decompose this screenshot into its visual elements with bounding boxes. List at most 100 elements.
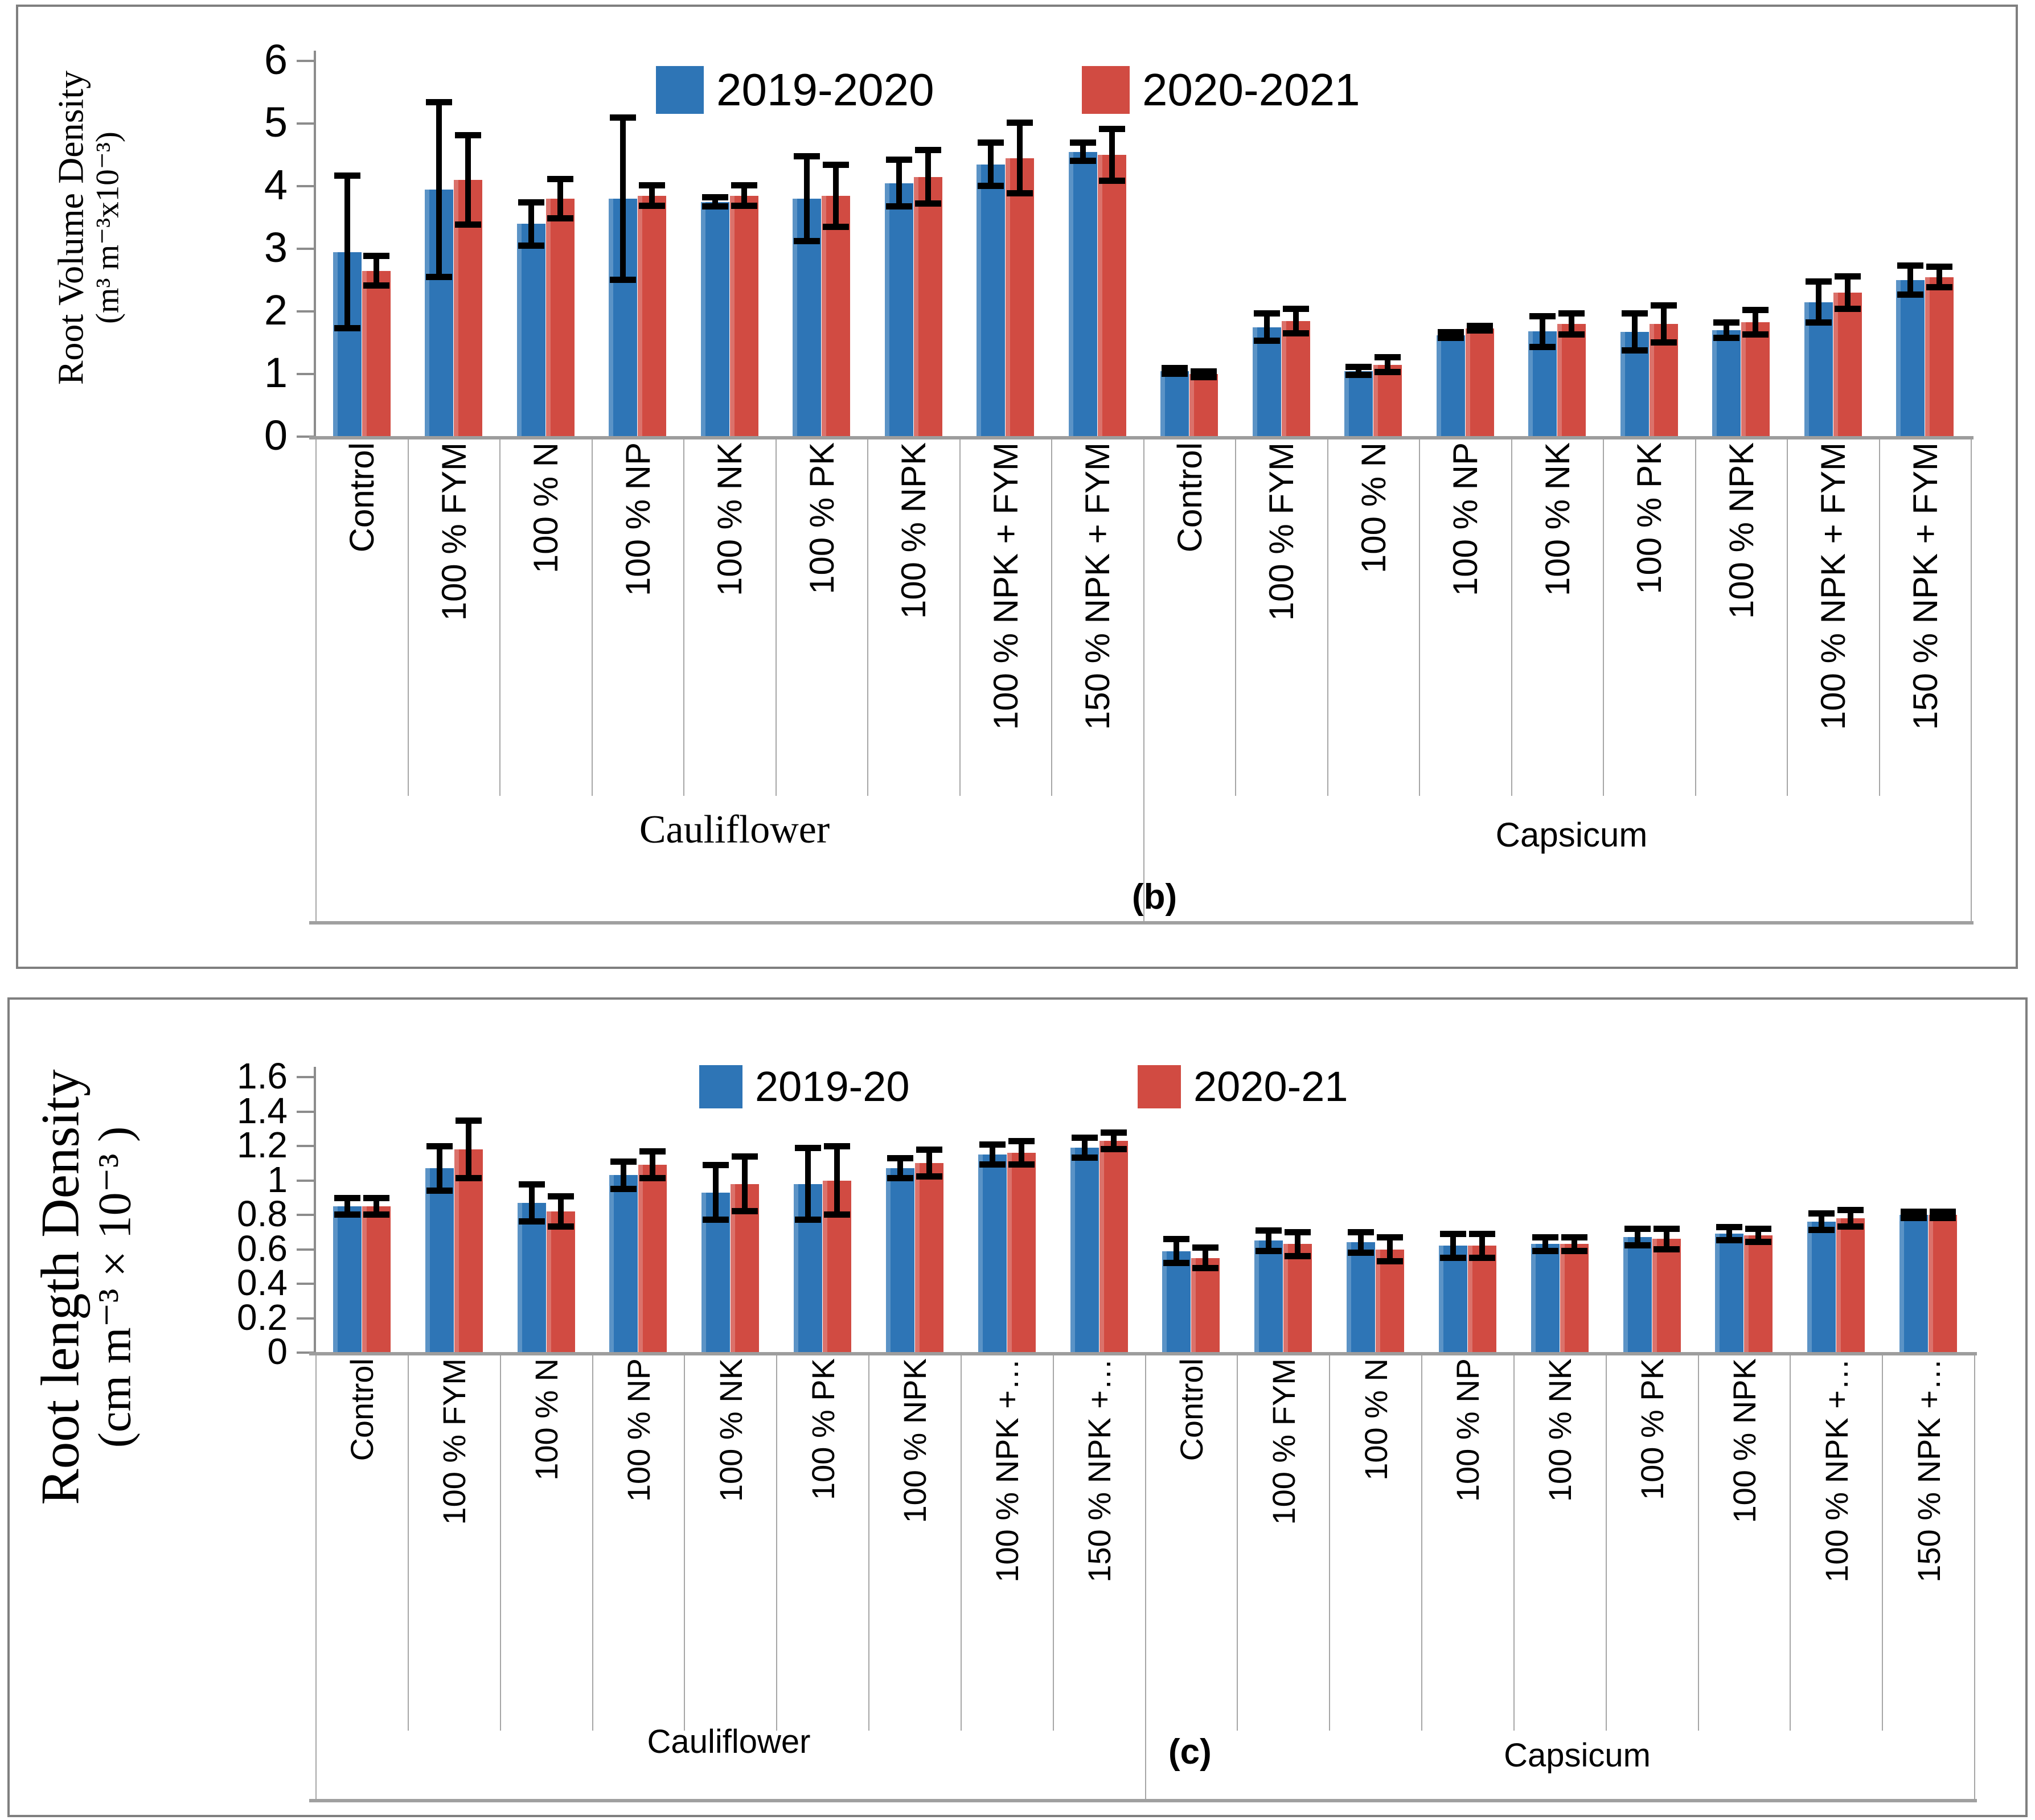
category-separator (1329, 1353, 1331, 1731)
error-bar-cap-top (1098, 125, 1125, 132)
error-bar-cap-bottom (334, 324, 360, 331)
category-label-text: Control (1173, 1358, 1209, 1461)
legend-label: 2019-20 (755, 1063, 910, 1110)
category-label-text: 100 % NPK (1726, 1358, 1762, 1523)
error-bar-cap-bottom (1561, 1247, 1587, 1254)
bar-2019-20-100 % N (1347, 1242, 1376, 1353)
error-bar-cap-top (1100, 1129, 1127, 1136)
category-label-text: Control (1170, 442, 1209, 553)
bar-2019-20-100 % FYM (425, 1168, 454, 1353)
category-label: 150 % NPK + FYM (1880, 442, 1972, 790)
bar-2020-21-100 % NP (1467, 1246, 1496, 1353)
error-bar-cap-bottom (1805, 319, 1832, 326)
x-axis-baseline (309, 436, 1974, 439)
error-bar-cap-top (1437, 329, 1464, 336)
error-bar-cap-bottom (1069, 158, 1096, 164)
error-bar-line (1571, 1237, 1577, 1251)
error-bar-cap-top (426, 1143, 453, 1149)
error-bar-line (373, 256, 379, 286)
category-label: 100 % FYM (408, 442, 500, 790)
bar-2019-20-100 % N (517, 1202, 546, 1353)
y-tick (297, 1076, 314, 1078)
error-bar-cap-top (1282, 305, 1309, 312)
error-bar-cap-top (1926, 263, 1953, 270)
error-bar-cap-bottom (1897, 291, 1924, 298)
category-label: 100 % PK (776, 442, 868, 790)
error-bar-line (650, 1151, 656, 1179)
error-bar-cap-bottom (1375, 368, 1401, 375)
error-bar-cap-top (1621, 310, 1648, 317)
error-bar-line (1081, 1137, 1088, 1158)
error-bar-cap-bottom (455, 1175, 482, 1182)
error-bar-cap-top (610, 114, 637, 121)
category-separator (1052, 1353, 1054, 1731)
category-label: 100 % NK (684, 442, 776, 790)
y-axis-title-line2: (m³ m⁻³x10⁻³) (89, 132, 126, 324)
error-bar-line (1203, 1247, 1209, 1268)
panel-c-border (7, 997, 2028, 1817)
category-label: 100 % NPK (1698, 1358, 1791, 1725)
error-bar-cap-top (1624, 1226, 1651, 1232)
error-bar-line (1263, 313, 1270, 341)
category-separator (315, 1353, 317, 1731)
error-bar-line (344, 1197, 350, 1215)
error-bar-line (1295, 1232, 1301, 1256)
bar-2019-2020-100 % NPK (884, 183, 913, 437)
error-bar-line (1110, 1132, 1117, 1150)
category-label-text: 100 % NP (618, 442, 657, 597)
category-separator (1051, 437, 1052, 796)
category-separator (1419, 437, 1420, 796)
error-bar-line (1569, 313, 1575, 335)
legend-entry-2020-21: 2020-21 (1138, 1062, 1348, 1111)
bar-2020-21-150 % NPK +… (1929, 1215, 1958, 1353)
y-tick (297, 185, 314, 187)
error-bar-line (557, 1195, 564, 1227)
error-bar-cap-bottom (1377, 1258, 1404, 1264)
category-label-text: 100 % N (527, 442, 565, 574)
error-bar-line (1726, 1227, 1733, 1241)
bar-2019-20-Control (1162, 1251, 1191, 1353)
error-bar-cap-bottom (1901, 1215, 1927, 1222)
bar-2020-21-150 % NPK +… (1099, 1140, 1128, 1353)
error-bar-line (712, 196, 718, 207)
category-separator (868, 1353, 869, 1731)
bar-2020-21-100 % NPK +… (1007, 1153, 1036, 1353)
bar-2020-2021-100 % PK (822, 195, 851, 437)
category-label-text: 100 % FYM (1265, 1358, 1302, 1525)
category-label: 150 % NPK + FYM (1052, 442, 1144, 790)
bar-2020-21-100 % FYM (1283, 1244, 1312, 1353)
error-bar-cap-top (363, 1194, 389, 1201)
error-bar-cap-top (518, 1181, 545, 1188)
y-tick (297, 1317, 314, 1320)
error-bar-line (1479, 1234, 1485, 1258)
bar-2020-2021-100 % NPK (1741, 322, 1770, 437)
error-bar-cap-bottom (1926, 284, 1953, 291)
error-bar-line (834, 1146, 840, 1215)
panel-letter-c: (c) (1168, 1732, 1212, 1772)
error-bar-cap-bottom (1621, 347, 1648, 354)
error-bar-line (1819, 1213, 1825, 1231)
error-bar-line (1634, 1229, 1640, 1246)
error-bar-cap-bottom (979, 1161, 1006, 1168)
error-bar-line (1940, 1211, 1946, 1219)
category-label: 100 % N (1330, 1358, 1422, 1725)
error-bar-line (1911, 1211, 1917, 1219)
bar-2019-20-100 % NP (609, 1175, 638, 1353)
category-label-text: 100 % NPK + FYM (986, 442, 1025, 730)
error-bar-cap-bottom (732, 1207, 758, 1214)
category-label-text: 100 % NPK +… (1818, 1358, 1855, 1583)
error-bar-cap-top (823, 161, 850, 168)
error-bar-cap-bottom (334, 1211, 360, 1218)
category-separator (683, 437, 684, 796)
y-tick (297, 1110, 314, 1113)
bar-2020-2021-100 % NP (1465, 328, 1494, 437)
legend-entry-2019-20: 2019-20 (699, 1062, 910, 1111)
y-tick-label: 6 (264, 36, 288, 84)
category-label: Control (1146, 1358, 1238, 1725)
error-bar-cap-top (1716, 1224, 1743, 1231)
legend-label: 2020-21 (1193, 1063, 1348, 1110)
category-label-text: 100 % NK (1542, 1358, 1578, 1502)
category-separator (1235, 437, 1236, 796)
category-separator (775, 437, 777, 796)
bar-2020-21-100 % NPK (914, 1163, 943, 1353)
